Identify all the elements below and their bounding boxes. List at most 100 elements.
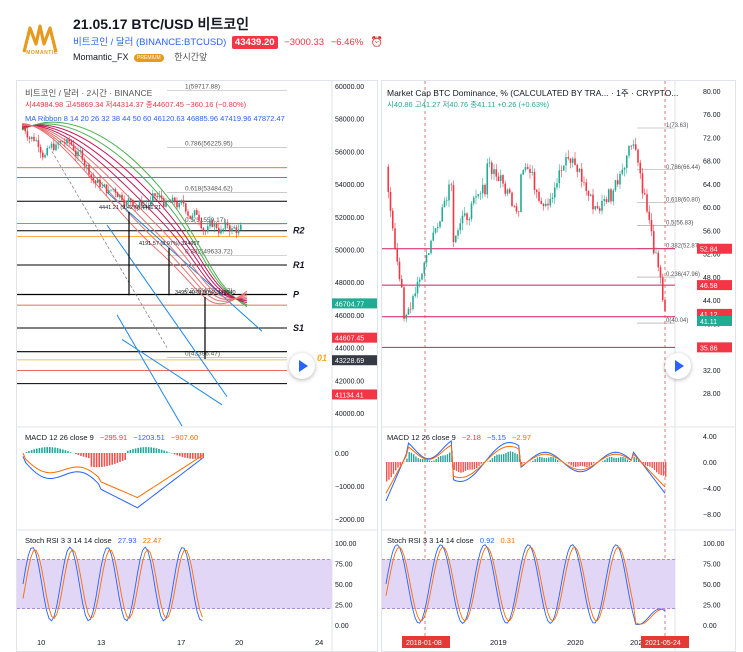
- candle-body: [594, 206, 597, 210]
- candle-body: [466, 213, 468, 221]
- left-play-button[interactable]: [289, 353, 315, 379]
- macd-histogram-bar: [51, 447, 54, 453]
- macd-histogram-bar: [415, 456, 417, 462]
- candle-body: [641, 173, 644, 194]
- macd-histogram-bar: [41, 447, 43, 453]
- candle-body: [605, 199, 608, 202]
- symbol-line[interactable]: 비트코인 / 달러 (BINANCE:BTCUSD) 43439.20 −300…: [73, 34, 383, 49]
- right-play-button[interactable]: [665, 353, 691, 379]
- macd-histogram-bar: [406, 458, 408, 462]
- macd-histogram-bar: [557, 460, 559, 462]
- candle-body: [35, 140, 37, 141]
- macd-axis-label: −2000.00: [335, 517, 364, 524]
- candle-body: [132, 199, 134, 206]
- candle-body: [418, 279, 421, 282]
- macd-histogram-bar: [478, 462, 480, 466]
- macd-histogram-bar: [184, 453, 186, 458]
- macd-histogram-bar: [106, 453, 108, 467]
- candle-body: [598, 208, 601, 211]
- time-axis-label: 20: [235, 638, 243, 647]
- price-tag-bg: [332, 389, 377, 400]
- macd-histogram-bar: [186, 453, 189, 459]
- candle-body: [112, 189, 114, 190]
- macd-histogram-bar: [142, 447, 145, 453]
- macd-histogram-bar: [46, 447, 48, 453]
- macd-histogram-bar: [593, 462, 595, 464]
- left-chart-pane[interactable]: 60000.00 58000.00 56000.00 54000.00 52000.00…: [16, 80, 378, 652]
- candle-body: [169, 200, 172, 203]
- published-time: 한시간앞: [174, 52, 208, 62]
- macd-line-value: −1203.51: [133, 433, 165, 442]
- macd-histogram-bar: [489, 460, 491, 462]
- macd-signal-value: −2.97: [512, 433, 532, 442]
- stoch-k-value: 0.92: [479, 536, 495, 545]
- price-axis-label: 50000.00: [335, 248, 364, 255]
- candle-body: [621, 169, 624, 174]
- macd-histogram-bar: [114, 453, 116, 464]
- macd-histogram-bar: [500, 454, 503, 462]
- symbol-name[interactable]: 비트코인 / 달러 (BINANCE:BTCUSD): [73, 37, 227, 48]
- candle-body: [176, 201, 178, 208]
- macd-histogram-bar: [509, 451, 512, 462]
- candle-body: [55, 144, 57, 151]
- left-price-chart[interactable]: 60000.00 58000.00 56000.00 54000.00 52000.00…: [17, 81, 377, 651]
- candle-body: [497, 176, 500, 182]
- candle-body: [99, 179, 101, 188]
- macd-histogram-bar: [660, 462, 662, 476]
- author-name[interactable]: Momantic_FX: [73, 52, 129, 62]
- candle-body: [558, 170, 561, 184]
- candle-body: [596, 206, 599, 209]
- candle-body: [490, 162, 493, 175]
- alarm-clock-icon[interactable]: ⏰: [370, 37, 384, 48]
- candle-body: [648, 211, 651, 220]
- candle-body: [409, 308, 412, 310]
- macd-histogram-bar: [577, 462, 579, 467]
- candle-body: [156, 196, 158, 198]
- macd-axis-label: 4.00: [703, 434, 717, 441]
- candle-body: [580, 168, 583, 182]
- macd-histogram-bar: [602, 461, 604, 462]
- macd-hist-value: −2.18: [461, 433, 481, 442]
- macd-histogram-bar: [395, 462, 397, 471]
- macd-histogram-bar: [487, 461, 489, 462]
- stoch-axis-label: 50.00: [335, 582, 353, 589]
- macd-histogram-bar: [397, 462, 399, 468]
- candle-body: [57, 143, 59, 145]
- right-chart-pane[interactable]: 80.00 76.00 72.00 68.00 64.00 60.00 56.00 52.00…: [381, 80, 736, 652]
- candle-body: [427, 253, 430, 255]
- macd-histogram-bar: [653, 462, 656, 470]
- candle-body: [123, 199, 125, 207]
- macd-histogram-bar: [649, 462, 651, 467]
- candle-body: [53, 143, 55, 151]
- candle-body: [200, 220, 202, 229]
- stoch-k-value: 27.93: [117, 536, 137, 545]
- macd-histogram-bar: [572, 462, 575, 467]
- macd-histogram-bar: [629, 461, 631, 462]
- time-axis-label: 2019: [490, 638, 507, 647]
- candle-body: [535, 190, 538, 192]
- stoch-axis-label: 75.00: [335, 562, 353, 569]
- macd-histogram-bar: [480, 462, 482, 464]
- dominance-axis-label: 56.00: [703, 228, 721, 235]
- macd-histogram-bar: [49, 447, 51, 453]
- macd-histogram-bar: [95, 453, 98, 468]
- sr-label: 01: [317, 353, 327, 363]
- candle-body: [171, 197, 174, 203]
- dominance-tag: 46.58: [700, 283, 718, 290]
- stoch-axis-label: 25.00: [335, 603, 353, 610]
- candle-body: [643, 193, 646, 195]
- candle-body: [103, 184, 106, 187]
- ma-ribbon-line: [21, 123, 248, 302]
- stoch-k-line: [22, 546, 203, 622]
- macd-histogram-bar: [179, 453, 181, 457]
- macd-histogram-bar: [523, 462, 525, 463]
- measure-label: 4191.57 (8.97%) 324957: [139, 241, 200, 247]
- candle-body: [459, 223, 462, 231]
- macd-histogram-bar: [127, 450, 129, 453]
- fib-label: 0(43396.47): [185, 350, 220, 357]
- macd-histogram-bar: [132, 449, 134, 453]
- candle-body: [436, 227, 439, 229]
- macd-histogram-bar: [633, 457, 635, 462]
- candle-body: [79, 150, 81, 152]
- candle-body: [562, 165, 565, 171]
